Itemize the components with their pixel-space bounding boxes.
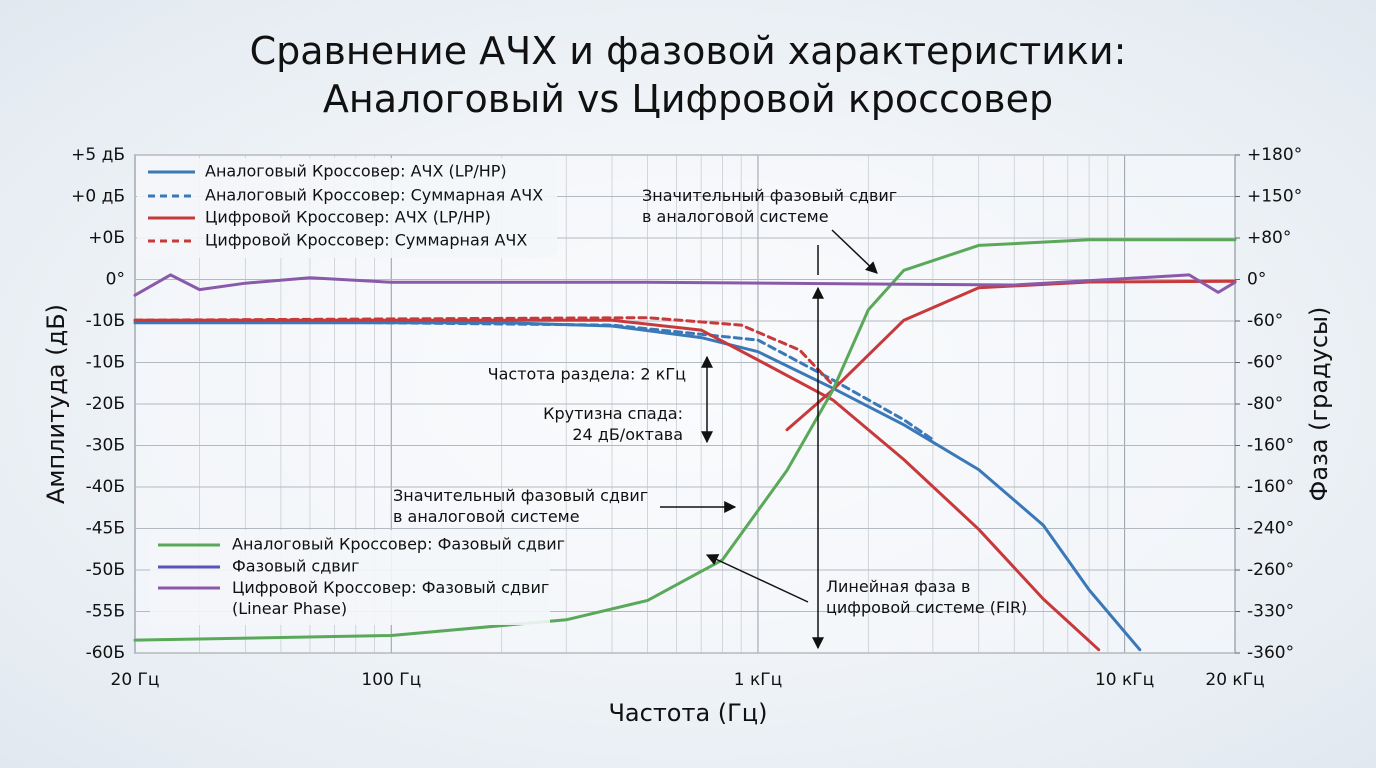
y2-tick-label: 0° [1247,270,1266,290]
series-line [133,273,1237,297]
y-tick-label: -55Б [86,602,125,622]
legend: Аналоговый Кроссовер: АЧХ (LP/HP) Аналого… [148,162,565,618]
y-tick-label: +0 дБ [71,187,125,207]
chart-title: Сравнение АЧХ и фазовой характеристики: А… [250,29,1127,121]
annotation: Значительный фазовый сдвиг в аналоговой с… [393,486,648,526]
ticks: 20 Гц 100 Гц 1 кГц 10 кГц 20 кГц +5 дБ +0 дБ +0… [71,145,1302,690]
y2-tick-label: -160° [1247,436,1294,456]
y2-tick-label: -360° [1247,643,1294,663]
y-tick-label: -60Б [86,643,125,663]
legend-label: Цифровой Кроссовер: АЧХ (LP/HP) [205,208,491,227]
annotation: Линейная фаза в цифровой системе (FIR) [826,577,1027,617]
y2-tick-label: +150° [1247,187,1302,207]
x-tick-label: 20 Гц [111,670,160,690]
y-tick-label: -20Б [86,394,125,414]
y-tick-label: -40Б [86,477,125,497]
series-line [133,316,835,387]
x-axis-label: Частота (Гц) [608,699,767,727]
y2-tick-label: +180° [1247,145,1302,165]
y-axis-label: Амплитуда (дБ) [42,304,70,504]
y-tick-label: -10Б [86,311,125,331]
annotation: Крутизна спада: 24 дБ/октава [543,404,683,444]
legend-label: Цифровой Кроссовер: Суммарная АЧХ [205,231,527,250]
x-tick-label: 20 кГц [1205,670,1264,690]
series-line [133,318,1101,652]
y2-tick-label: -60° [1247,353,1283,373]
y-tick-label: +0Б [88,228,125,248]
x-tick-label: 10 кГц [1095,670,1154,690]
x-tick-label: 1 кГц [734,670,782,690]
x-tick-label: 100 Гц [361,670,421,690]
y-tick-label: -10Б [86,353,125,373]
y-tick-label: 0° [106,270,125,290]
y2-axis-label: Фаза (градусы) [1305,307,1333,502]
legend-label: Аналоговый Кроссовер: Суммарная АЧХ [205,186,543,205]
arrow [831,229,878,274]
legend-label: Аналоговый Кроссовер: АЧХ (LP/HP) [205,162,507,181]
annotation: Частота раздела: 2 кГц [488,365,686,384]
y2-tick-label: +80° [1247,228,1291,248]
series-line [785,279,1237,432]
legend-label: Цифровой Кроссовер: Фазовый сдвиг (Linear… [232,578,549,618]
y2-tick-label: -240° [1247,519,1294,539]
legend-box [137,158,557,258]
y2-tick-label: -160° [1247,477,1294,497]
y2-tick-label: -60° [1247,311,1283,331]
y-tick-label: -30Б [86,436,125,456]
legend-label: Аналоговый Кроссовер: Фазовый сдвиг [232,535,565,554]
y-tick-label: +5 дБ [71,145,125,165]
y2-tick-label: -260° [1247,560,1294,580]
series-line [133,318,935,442]
arrow [705,554,809,603]
y2-tick-label: -80° [1247,394,1283,414]
y-tick-label: -45Б [86,519,125,539]
arrows [660,229,878,650]
y-tick-label: -50Б [86,560,125,580]
legend-label: Фазовый сдвиг [232,557,360,576]
annotation: Значительный фазовый сдвиг в аналоговой с… [642,186,897,226]
y2-tick-label: -330° [1247,602,1294,622]
